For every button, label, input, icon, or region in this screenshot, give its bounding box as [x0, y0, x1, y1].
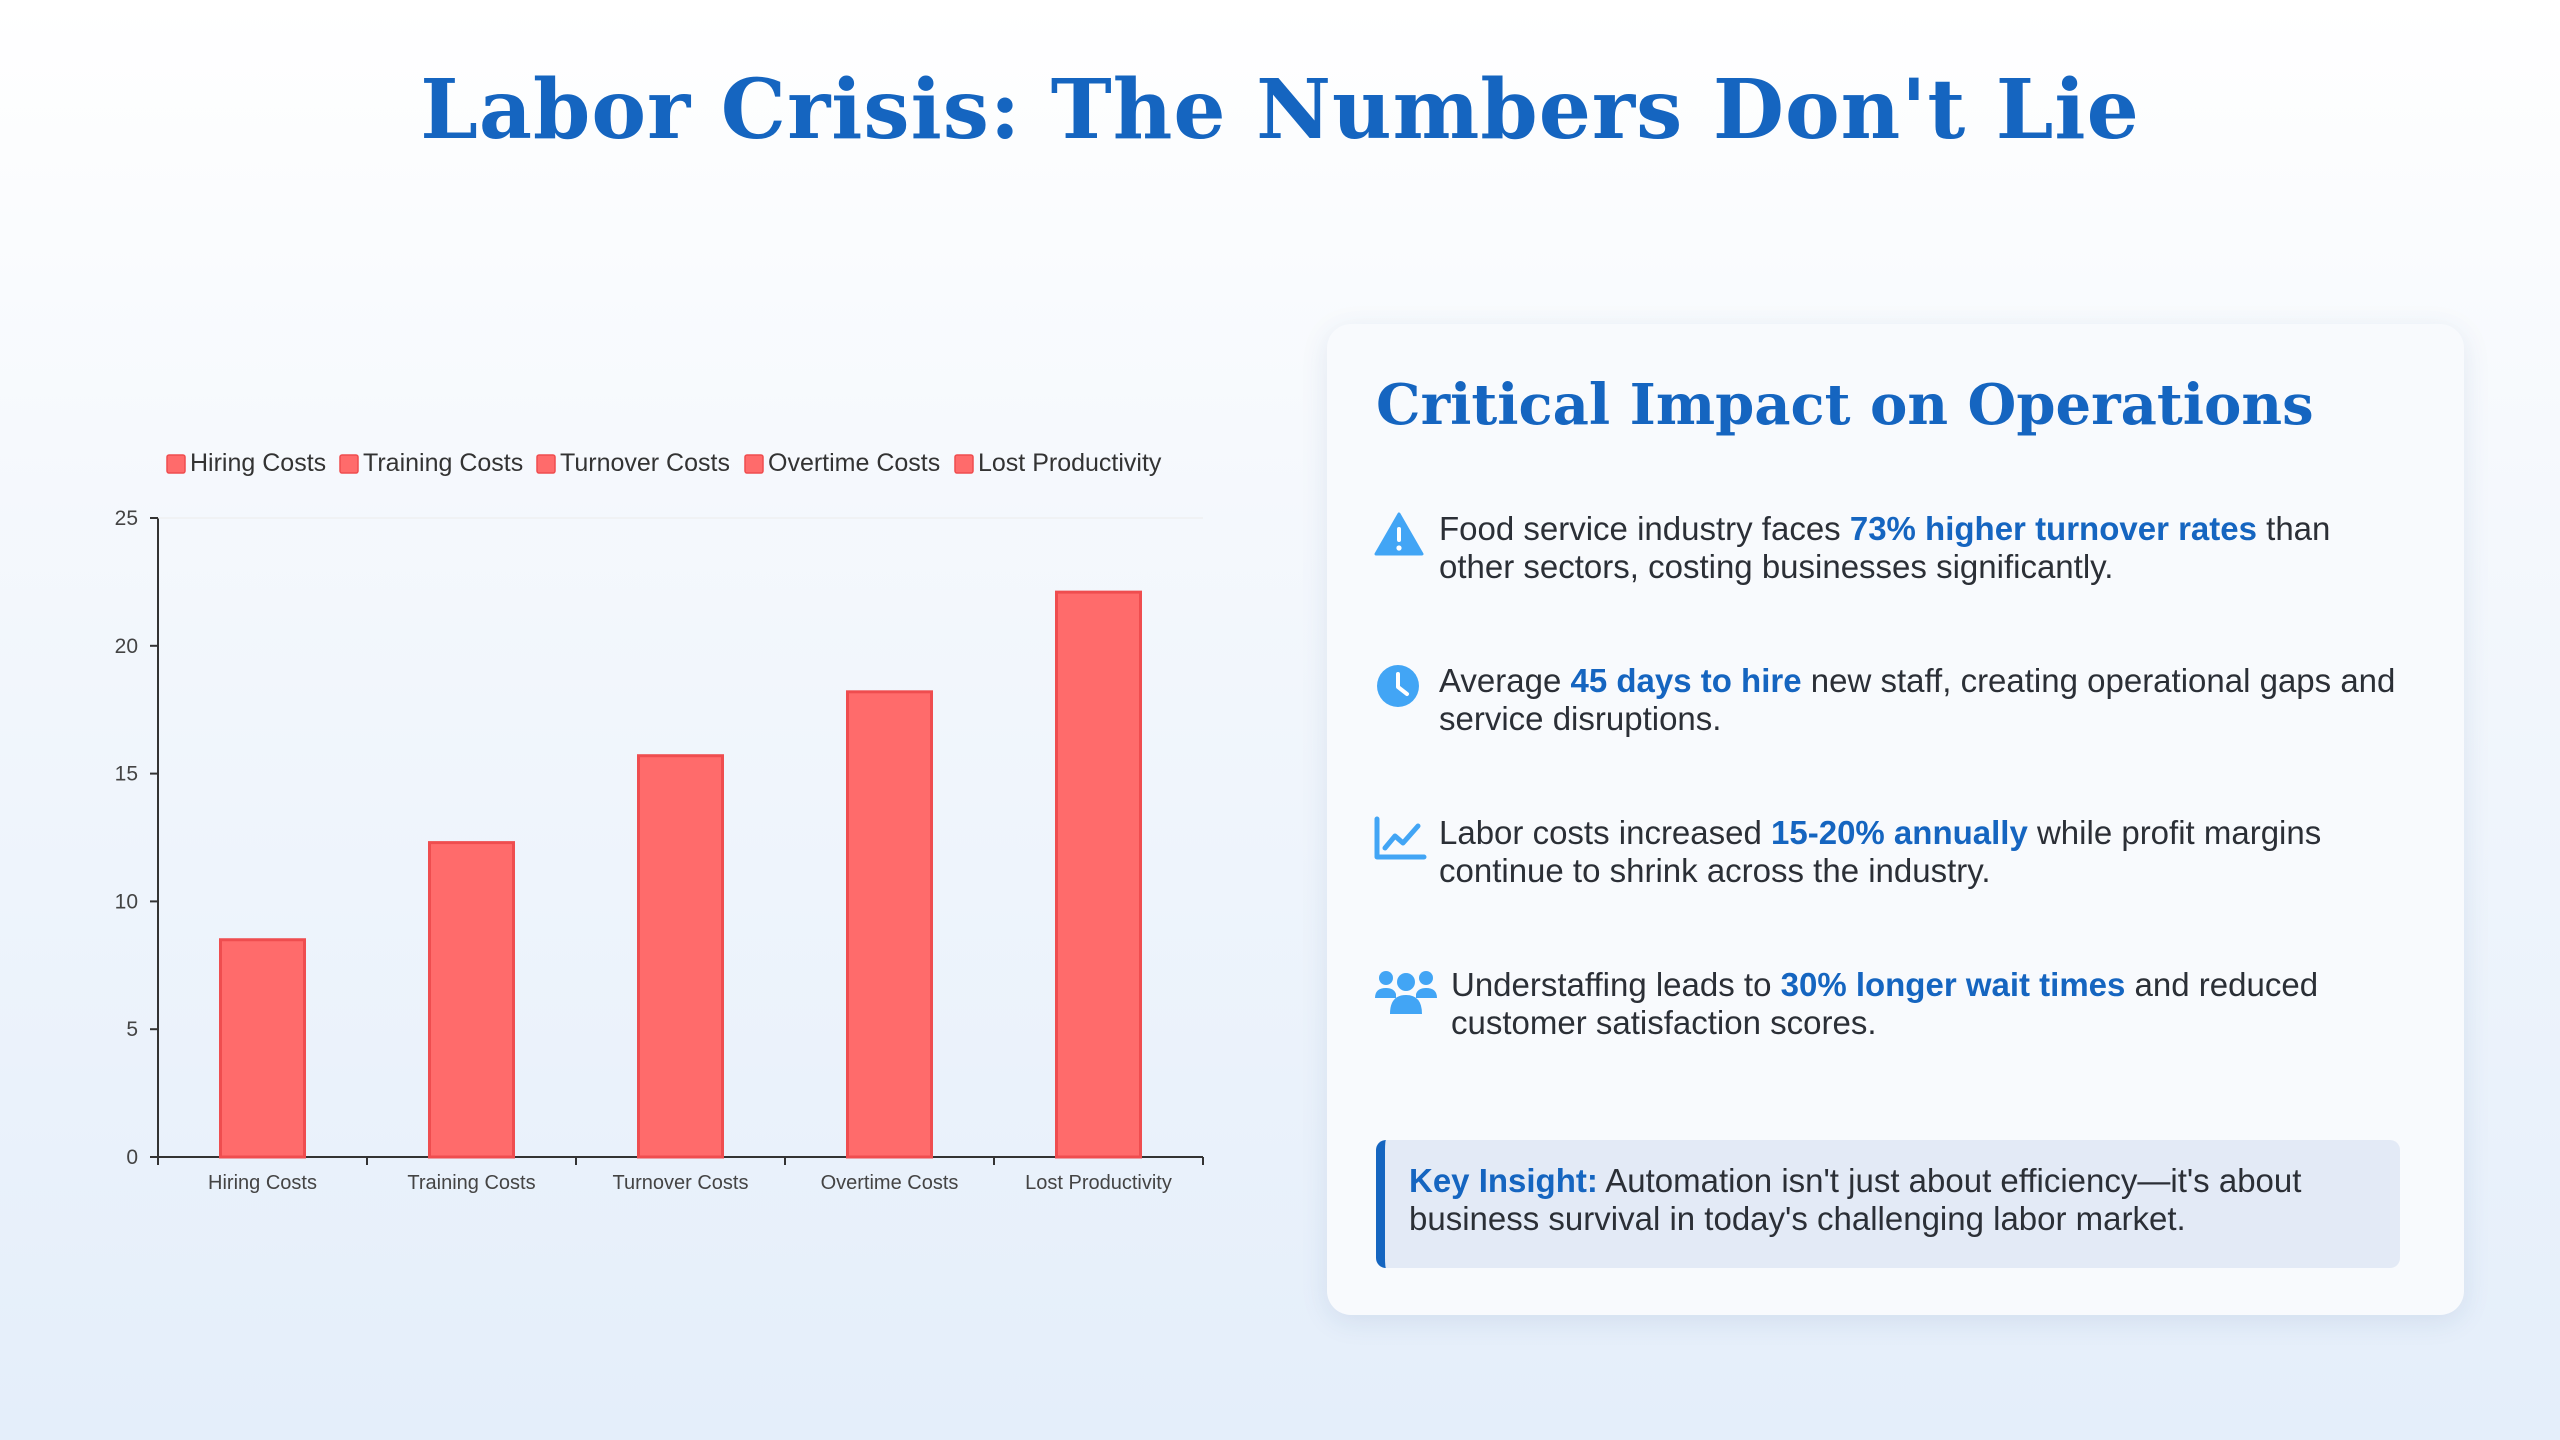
legend-swatch — [166, 454, 186, 474]
bar — [1055, 590, 1142, 1159]
legend-swatch — [954, 454, 974, 474]
impact-highlight: 73% higher turnover rates — [1849, 510, 2257, 547]
x-tick-label: Turnover Costs — [613, 1172, 749, 1194]
x-tick-label: Training Costs — [407, 1172, 535, 1194]
x-tick-label: Hiring Costs — [208, 1172, 317, 1194]
impact-highlight: 15-20% annually — [1771, 814, 2028, 851]
impact-highlight: 30% longer wait times — [1780, 966, 2126, 1003]
legend-swatch — [744, 454, 764, 474]
impact-item-text: Labor costs increased 15-20% annually wh… — [1439, 814, 2322, 889]
key-insight-label: Key Insight: — [1409, 1162, 1598, 1199]
y-tick-label: 5 — [126, 1018, 138, 1041]
y-tick-label: 20 — [115, 635, 138, 658]
bar — [219, 938, 306, 1159]
impact-item-text: Average 45 days to hire new staff, creat… — [1439, 662, 2396, 737]
card-title: Critical Impact on Operations — [1376, 372, 2314, 438]
bar — [637, 754, 724, 1159]
y-tick-label: 0 — [126, 1146, 138, 1169]
chart-line-icon — [1374, 816, 1427, 860]
legend-label: Turnover Costs — [560, 449, 730, 477]
impact-item-text: Understaffing leads to 30% longer wait t… — [1451, 966, 2319, 1041]
bar — [846, 690, 933, 1159]
legend-swatch — [536, 454, 556, 474]
x-tick-label: Overtime Costs — [821, 1172, 959, 1194]
key-insight-text: Key Insight: Automation isn't just about… — [1409, 1162, 2302, 1237]
clock-icon — [1377, 665, 1419, 707]
bar — [428, 841, 515, 1159]
key-insight-box: Key Insight: Automation isn't just about… — [1376, 1140, 2400, 1268]
y-tick-label: 10 — [115, 890, 138, 913]
impact-highlight: 45 days to hire — [1570, 662, 1802, 699]
legend-label: Training Costs — [363, 449, 523, 477]
impact-item-text: Food service industry faces 73% higher t… — [1439, 510, 2331, 585]
x-tick-label: Lost Productivity — [1025, 1172, 1172, 1194]
page-title: Labor Crisis: The Numbers Don't Lie — [420, 62, 2140, 158]
legend-label: Hiring Costs — [190, 449, 326, 477]
warning-icon — [1374, 512, 1424, 556]
users-icon — [1375, 971, 1437, 1014]
impact-card: Critical Impact on Operations Food servi… — [1327, 324, 2464, 1315]
y-tick-label: 25 — [115, 507, 138, 530]
y-tick-label: 15 — [115, 763, 138, 786]
chart-canvas: Hiring Costs Training Costs Turnover Costs… — [115, 449, 1204, 1194]
legend-swatch — [339, 454, 359, 474]
bar-chart: Hiring Costs Training Costs Turnover Costs… — [100, 430, 1250, 1210]
legend-label: Overtime Costs — [768, 449, 940, 477]
legend-label: Lost Productivity — [978, 449, 1162, 477]
